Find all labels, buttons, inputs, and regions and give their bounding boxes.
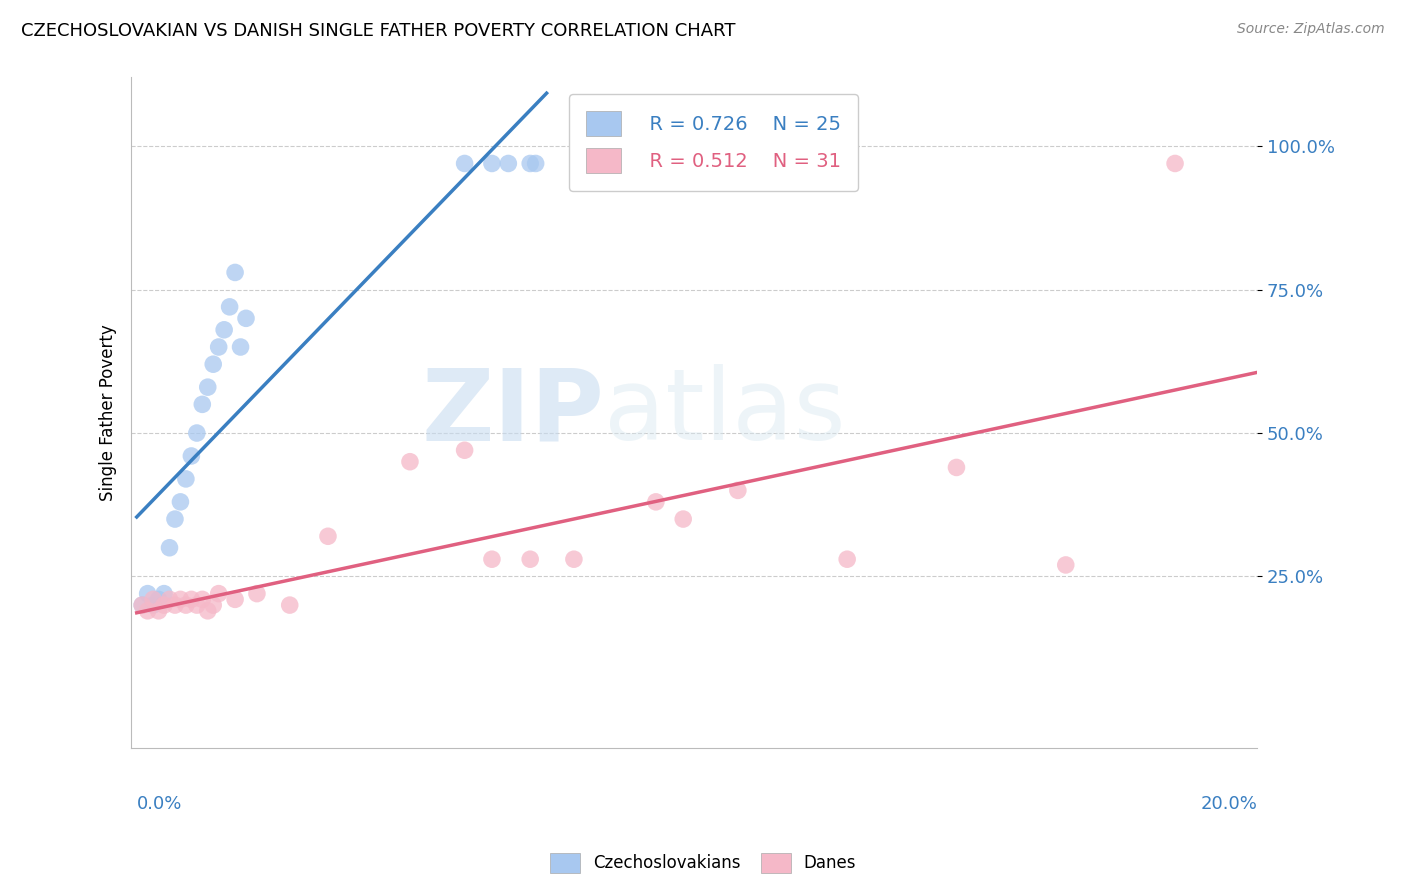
- Point: [453, 156, 475, 170]
- Point: [208, 586, 231, 600]
- Point: [481, 552, 503, 566]
- Point: [278, 598, 301, 612]
- Point: [672, 512, 695, 526]
- Point: [191, 592, 214, 607]
- Point: [197, 380, 219, 394]
- Text: CZECHOSLOVAKIAN VS DANISH SINGLE FATHER POVERTY CORRELATION CHART: CZECHOSLOVAKIAN VS DANISH SINGLE FATHER …: [21, 22, 735, 40]
- Point: [159, 541, 181, 555]
- Point: [191, 397, 214, 411]
- Text: ZIP: ZIP: [422, 365, 605, 461]
- Point: [174, 598, 197, 612]
- Point: [202, 598, 225, 612]
- Point: [316, 529, 339, 543]
- Point: [218, 300, 240, 314]
- Point: [562, 552, 585, 566]
- Point: [131, 598, 153, 612]
- Legend: Czechoslovakians, Danes: Czechoslovakians, Danes: [543, 847, 863, 880]
- Point: [235, 311, 257, 326]
- Point: [212, 323, 235, 337]
- Point: [229, 340, 252, 354]
- Point: [136, 586, 159, 600]
- Point: [180, 449, 202, 463]
- Point: [481, 156, 503, 170]
- Point: [498, 156, 520, 170]
- Point: [169, 592, 191, 607]
- Point: [519, 552, 541, 566]
- Point: [524, 156, 547, 170]
- Point: [1054, 558, 1077, 572]
- Point: [186, 598, 208, 612]
- Legend:   R = 0.726    N = 25,   R = 0.512    N = 31: R = 0.726 N = 25, R = 0.512 N = 31: [569, 94, 858, 191]
- Text: atlas: atlas: [605, 365, 845, 461]
- Point: [142, 592, 165, 607]
- Point: [148, 592, 170, 607]
- Y-axis label: Single Father Poverty: Single Father Poverty: [100, 325, 117, 501]
- Point: [180, 592, 202, 607]
- Point: [153, 598, 176, 612]
- Point: [644, 495, 666, 509]
- Point: [224, 265, 246, 279]
- Point: [169, 495, 191, 509]
- Point: [246, 586, 269, 600]
- Point: [519, 156, 541, 170]
- Point: [163, 512, 186, 526]
- Point: [837, 552, 859, 566]
- Point: [186, 425, 208, 440]
- Point: [945, 460, 967, 475]
- Text: Source: ZipAtlas.com: Source: ZipAtlas.com: [1237, 22, 1385, 37]
- Point: [163, 598, 186, 612]
- Point: [453, 443, 475, 458]
- Point: [197, 604, 219, 618]
- Point: [224, 592, 246, 607]
- Point: [1164, 156, 1187, 170]
- Point: [727, 483, 749, 498]
- Point: [131, 598, 153, 612]
- Point: [174, 472, 197, 486]
- Text: 20.0%: 20.0%: [1201, 796, 1257, 814]
- Point: [142, 598, 165, 612]
- Point: [148, 604, 170, 618]
- Point: [202, 357, 225, 371]
- Point: [159, 592, 181, 607]
- Point: [153, 586, 176, 600]
- Text: 0.0%: 0.0%: [136, 796, 183, 814]
- Point: [208, 340, 231, 354]
- Point: [399, 455, 422, 469]
- Point: [136, 604, 159, 618]
